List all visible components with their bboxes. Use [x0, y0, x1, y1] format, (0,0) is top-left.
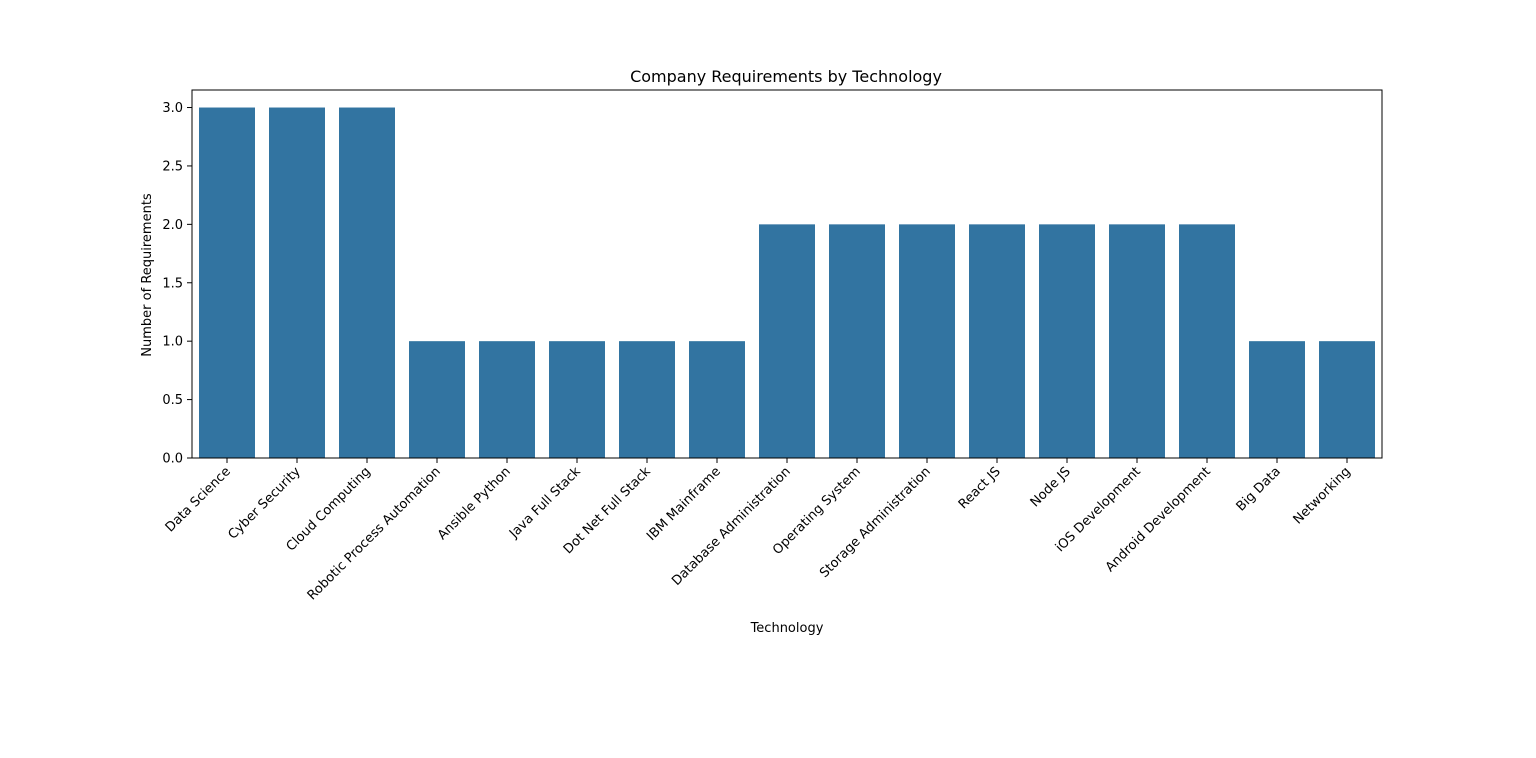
x-tick-label: Networking — [1291, 464, 1354, 527]
x-tick-label: Ansible Python — [435, 464, 514, 543]
bar — [339, 107, 395, 459]
bar — [409, 341, 465, 458]
bar — [1249, 341, 1305, 458]
y-axis: 0.0 0.5 1.0 1.5 2.0 2.5 3.0 — [162, 101, 192, 467]
bar — [199, 107, 255, 459]
bar — [619, 341, 675, 458]
y-tick-label: 2.5 — [162, 159, 183, 174]
x-tick-label: Node JS — [1028, 464, 1074, 510]
x-tick-label: Robotic Process Automation — [305, 464, 444, 603]
x-tick-label: Java Full Stack — [506, 464, 584, 542]
bars-group — [199, 107, 1375, 459]
x-tick-label: IBM Mainframe — [644, 464, 724, 544]
bar — [549, 341, 605, 458]
bar — [1319, 341, 1375, 458]
bar — [899, 224, 955, 458]
bar — [1179, 224, 1235, 458]
y-tick-label: 3.0 — [162, 101, 183, 116]
bar — [829, 224, 885, 458]
bar — [269, 107, 325, 459]
y-tick-label: 0.0 — [162, 452, 183, 467]
bar — [1039, 224, 1095, 458]
bar — [969, 224, 1025, 458]
x-axis-label: Technology — [750, 621, 824, 636]
x-tick-label: Database Administration — [669, 464, 794, 589]
y-tick-label: 2.0 — [162, 218, 183, 233]
x-tick-label: Big Data — [1234, 464, 1284, 514]
bar — [689, 341, 745, 458]
x-tick-label: Data Science — [163, 464, 234, 535]
y-axis-label: Number of Requirements — [140, 193, 155, 357]
bar — [1109, 224, 1165, 458]
y-tick-label: 0.5 — [162, 393, 183, 408]
y-tick-label: 1.0 — [162, 335, 183, 350]
y-tick-label: 1.5 — [162, 276, 183, 291]
chart-title: Company Requirements by Technology — [630, 67, 942, 86]
bar — [759, 224, 815, 458]
bar — [479, 341, 535, 458]
x-tick-label: Cyber Security — [225, 464, 304, 543]
x-tick-label: React JS — [956, 464, 1004, 512]
plot-frame — [191, 89, 1383, 459]
